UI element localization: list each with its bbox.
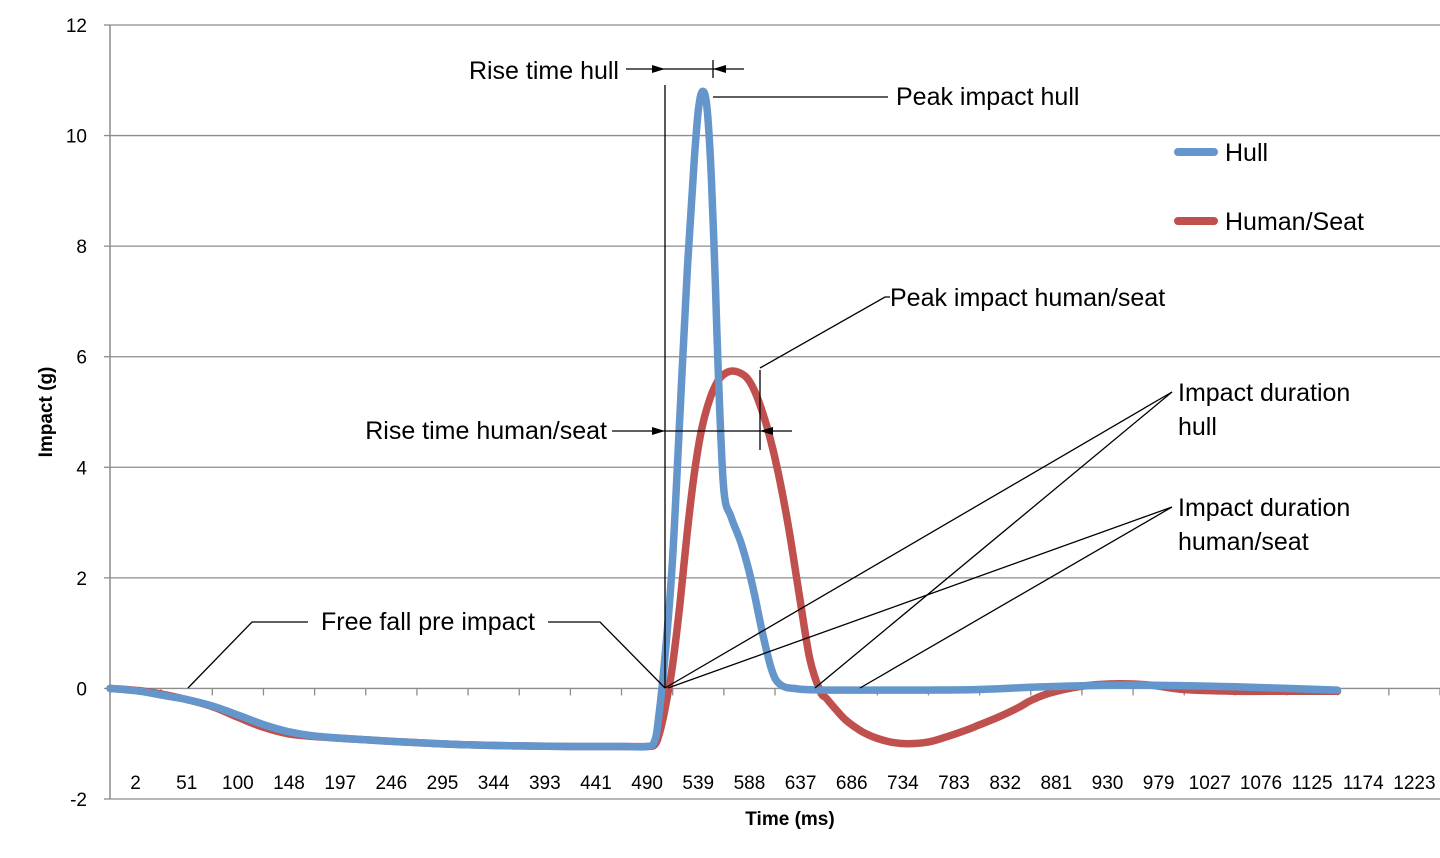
x-tick-label: 441 xyxy=(580,773,612,794)
impact-duration-human-leader-start xyxy=(667,506,1173,689)
grid-lines xyxy=(110,24,1440,800)
legend-label-hull: Hull xyxy=(1225,139,1268,167)
rise-time-human-arrow-right xyxy=(760,427,773,435)
x-tick-label: 197 xyxy=(324,773,356,794)
x-tick-label: 51 xyxy=(176,773,197,794)
y-tick-label: 12 xyxy=(66,16,87,37)
x-tick-label: 637 xyxy=(785,773,817,794)
x-tick-label: 344 xyxy=(478,773,510,794)
x-tick-label: 100 xyxy=(222,773,254,794)
y-tick-label: 0 xyxy=(76,679,87,700)
x-tick-label: 1223 xyxy=(1393,773,1435,794)
x-tick-label: 1027 xyxy=(1189,773,1231,794)
y-tick-label: 4 xyxy=(76,458,87,479)
y-tick-label: 6 xyxy=(76,348,87,369)
x-tick-label: 148 xyxy=(273,773,305,794)
x-tick-label: 1125 xyxy=(1292,773,1333,794)
x-tick-label: 979 xyxy=(1143,773,1175,794)
legend: Hull Human/Seat xyxy=(1174,139,1364,236)
x-tick-label: 881 xyxy=(1040,773,1072,794)
series-lines xyxy=(106,87,1342,751)
annotation-peak-impact-hull: Peak impact hull xyxy=(896,83,1079,111)
legend-label-human-seat: Human/Seat xyxy=(1225,208,1364,236)
axes xyxy=(104,24,1440,800)
x-axis-label: Time (ms) xyxy=(745,809,834,830)
y-tick-label: -2 xyxy=(70,790,87,811)
x-tick-label: 783 xyxy=(938,773,970,794)
y-tick-labels: -2 0 2 4 6 8 10 12 xyxy=(66,16,88,811)
y-tick-label: 2 xyxy=(76,569,87,590)
y-axis-label: Impact (g) xyxy=(36,367,57,458)
x-tick-label: 734 xyxy=(887,773,919,794)
series-line-hull xyxy=(106,87,1342,751)
x-tick-label: 686 xyxy=(836,773,868,794)
x-tick-label: 930 xyxy=(1092,773,1124,794)
x-tick-label: 1174 xyxy=(1343,773,1384,794)
free-fall-leader-right xyxy=(548,621,666,689)
annotation-peak-impact-human-seat: Peak impact human/seat xyxy=(890,284,1165,312)
annotation-free-fall-pre-impact: Free fall pre impact xyxy=(321,608,535,636)
rise-time-human-arrow-left xyxy=(652,427,665,435)
annotation-impact-duration-hull-line2: hull xyxy=(1178,413,1217,441)
annotations: Rise time hull Peak impact hull Peak impac… xyxy=(187,57,1350,689)
x-tick-label: 539 xyxy=(682,773,714,794)
free-fall-leader-left xyxy=(187,621,308,689)
annotation-impact-duration-human-line1: Impact duration xyxy=(1178,494,1350,522)
x-tick-label: 1076 xyxy=(1240,773,1282,794)
rise-time-hull-arrow-right xyxy=(713,65,726,73)
x-tick-labels: 2 51 100 148 197 246 295 344 393 441 490 539 588 637 6… xyxy=(130,773,1435,794)
annotation-impact-duration-human-line2: human/seat xyxy=(1178,528,1309,556)
impact-duration-hull-leader-end xyxy=(814,391,1173,689)
x-tick-label: 2 xyxy=(130,773,141,794)
peak-impact-human-leader xyxy=(759,296,890,369)
x-tick-label: 832 xyxy=(989,773,1021,794)
rise-time-hull-arrow-left xyxy=(652,65,665,73)
x-tick-label: 295 xyxy=(427,773,459,794)
annotation-impact-duration-hull-line1: Impact duration xyxy=(1178,379,1350,407)
x-tick-label: 246 xyxy=(375,773,407,794)
annotation-rise-time-hull: Rise time hull xyxy=(469,57,619,85)
annotation-rise-time-human-seat: Rise time human/seat xyxy=(365,417,607,445)
x-tick-label: 588 xyxy=(734,773,766,794)
y-tick-label: 8 xyxy=(76,237,87,258)
impact-duration-hull-leader-start xyxy=(664,391,1173,689)
impact-duration-human-leader-end xyxy=(859,506,1173,689)
x-tick-label: 393 xyxy=(529,773,561,794)
x-tick-label: 490 xyxy=(631,773,663,794)
y-tick-label: 10 xyxy=(66,127,87,148)
